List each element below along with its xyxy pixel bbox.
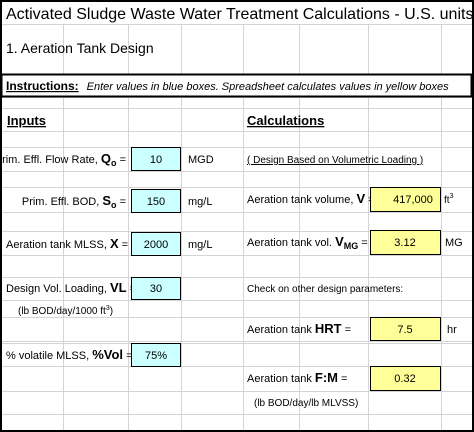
unit: MG (445, 237, 463, 249)
label: Aeration tank volume, (247, 194, 356, 206)
output-value: 0.32 (394, 373, 415, 385)
equals: = (117, 196, 126, 208)
instructions-label: Instructions: (6, 79, 79, 93)
section-title: 1. Aeration Tank Design (6, 40, 154, 56)
input-value[interactable]: 75% (145, 350, 167, 362)
calc-label: Aeration tank volume, V = (247, 191, 375, 206)
output-box (370, 230, 441, 255)
unit-note: (lb BOD/day/1000 ft3) (18, 305, 113, 317)
calc-label: Aeration tank vol. VMG = (247, 234, 368, 251)
label: Prim. Effl. BOD, (22, 196, 102, 208)
input-label: Prim. Effl. BOD, So = (22, 193, 126, 210)
label: Prim. Effl. Flow Rate, (0, 154, 101, 166)
input-value[interactable]: 10 (150, 154, 162, 166)
unit: ft3 (444, 193, 454, 206)
unit-base: ft (444, 195, 450, 206)
input-box[interactable] (131, 189, 181, 213)
output-value: 417,000 (393, 194, 433, 206)
equals: = (358, 237, 367, 249)
sheet-title: Activated Sludge Waste Water Treatment C… (6, 6, 473, 23)
symbol: %Vol (92, 347, 123, 362)
equals: = (117, 154, 126, 166)
label: Aeration tank (247, 324, 315, 336)
symbol: F:M (315, 370, 338, 385)
note-sup: 3 (106, 305, 110, 312)
input-label: Design Vol. Loading, VL = (6, 280, 136, 295)
calculations-heading: Calculations (247, 113, 324, 128)
label: % volatile MLSS, (6, 350, 92, 362)
subscript: o (111, 200, 117, 210)
symbol: V (356, 191, 365, 206)
instructions-text: Enter values in blue boxes. Spreadsheet … (87, 81, 449, 93)
unit-note: (lb BOD/day/lb MLVSS) (254, 398, 358, 409)
input-box[interactable] (131, 277, 181, 300)
unit-sup: 3 (450, 193, 454, 200)
output-box (370, 317, 441, 341)
unit: mg/L (188, 196, 212, 208)
input-value[interactable]: 2000 (144, 239, 168, 251)
unit: mg/L (188, 239, 212, 251)
basis: ( Design Based on Volumetric Loading ) (247, 155, 423, 166)
equals: = (123, 350, 132, 362)
unit: hr (447, 324, 457, 336)
label: Aeration tank (247, 373, 315, 385)
check-label: Check on other design parameters: (247, 284, 403, 295)
symbol: HRT (315, 321, 342, 336)
input-box[interactable] (131, 147, 181, 171)
input-value[interactable]: 150 (147, 196, 165, 208)
instructions: Instructions: Enter values in blue boxes.… (6, 79, 449, 93)
equals: = (365, 194, 374, 206)
label: Design Vol. Loading, (6, 283, 110, 295)
input-label: Prim. Effl. Flow Rate, Qo = (0, 151, 126, 168)
label: Aeration tank vol. (247, 237, 335, 249)
symbol: V (335, 234, 344, 249)
output-box (370, 366, 441, 391)
input-label: % volatile MLSS, %Vol = (6, 347, 133, 362)
symbol: VL (110, 280, 127, 295)
input-box[interactable] (131, 343, 181, 367)
symbol: S (102, 193, 111, 208)
output-value: 7.5 (397, 324, 412, 336)
equals: = (338, 373, 347, 385)
unit: MGD (188, 154, 214, 166)
equals: = (342, 324, 351, 336)
output-value: 3.12 (394, 237, 415, 249)
note-end: ) (110, 306, 113, 317)
symbol: Q (101, 151, 111, 166)
input-box[interactable] (131, 232, 181, 256)
calc-label: Aeration tank HRT = (247, 321, 351, 336)
label: Aeration tank MLSS, (6, 239, 110, 251)
symbol: X (110, 236, 119, 251)
calc-label: Aeration tank F:M = (247, 370, 347, 385)
input-value[interactable]: 30 (150, 283, 162, 295)
note: (lb BOD/day/1000 ft (18, 306, 106, 317)
equals: = (119, 239, 128, 251)
output-box (370, 187, 441, 212)
inputs-heading: Inputs (7, 113, 46, 128)
subscript: MG (344, 241, 359, 251)
input-label: Aeration tank MLSS, X = (6, 236, 128, 251)
subscript: o (111, 158, 117, 168)
